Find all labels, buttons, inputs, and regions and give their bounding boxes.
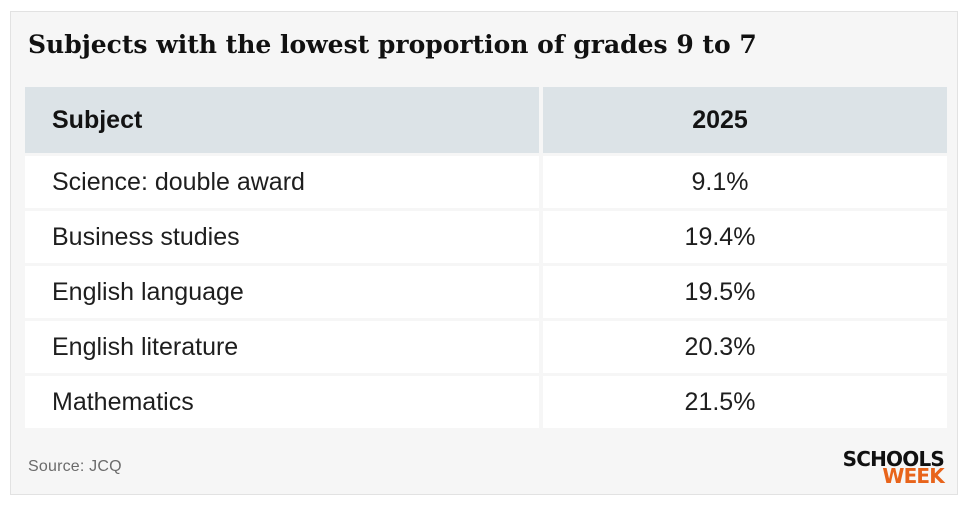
value-cell: 20.3%: [543, 321, 947, 373]
value-cell: 9.1%: [543, 156, 947, 208]
table-row: Science: double award 9.1%: [25, 156, 947, 208]
data-table: Subject 2025 Science: double award 9.1% …: [25, 87, 947, 431]
chart-title: Subjects with the lowest proportion of g…: [28, 30, 757, 59]
logo-line-schools: SCHOOLS: [842, 447, 945, 471]
schools-week-logo: SCHOOLS WEEK: [842, 447, 945, 488]
table-header-row: Subject 2025: [25, 87, 947, 153]
subject-cell: English literature: [25, 321, 539, 373]
table-row: English language 19.5%: [25, 266, 947, 318]
header-subject: Subject: [25, 87, 539, 153]
chart-card: Subjects with the lowest proportion of g…: [10, 11, 958, 495]
subject-cell: Science: double award: [25, 156, 539, 208]
subject-cell: Mathematics: [25, 376, 539, 428]
table-row: Business studies 19.4%: [25, 211, 947, 263]
logo-line-week: WEEK: [882, 464, 944, 488]
header-year: 2025: [543, 87, 947, 153]
value-cell: 21.5%: [543, 376, 947, 428]
source-note: Source: JCQ: [28, 458, 122, 475]
subject-cell: Business studies: [25, 211, 539, 263]
table-row: Mathematics 21.5%: [25, 376, 947, 428]
subject-cell: English language: [25, 266, 539, 318]
value-cell: 19.4%: [543, 211, 947, 263]
table-row: English literature 20.3%: [25, 321, 947, 373]
value-cell: 19.5%: [543, 266, 947, 318]
